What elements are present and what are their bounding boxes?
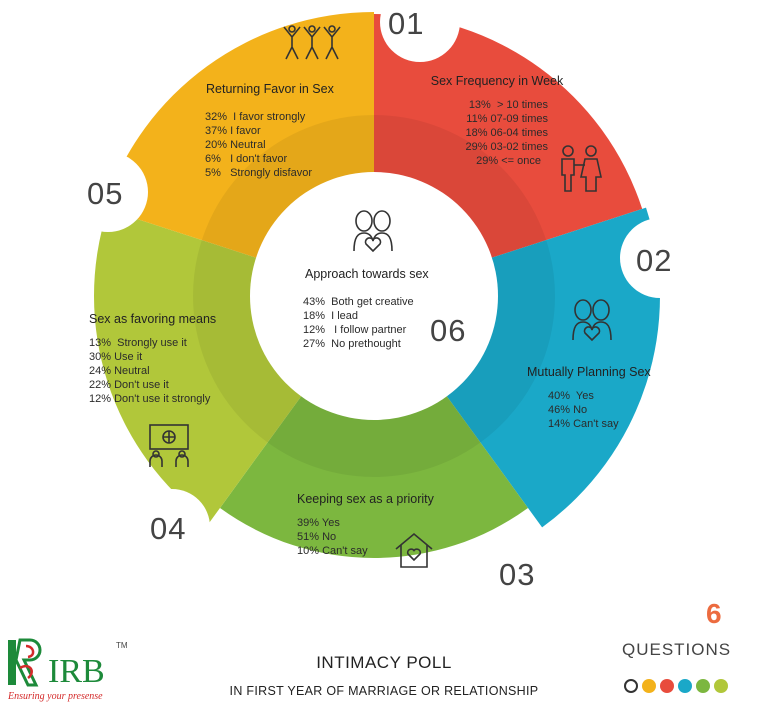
- center-line: 43% Both get creative: [303, 296, 414, 308]
- logo-tagline: Ensuring your presense: [8, 691, 103, 702]
- wheel-segment-01: [374, 14, 643, 259]
- wheel-segments: [68, 0, 700, 610]
- couple-heart-icon: [572, 299, 612, 342]
- segment-01-title: Sex Frequency in Week: [430, 74, 564, 88]
- segment-01-line: 11% 07-09 times: [466, 113, 548, 125]
- segment-number-03: 03: [499, 557, 536, 592]
- number-notch: [480, 534, 556, 610]
- segment-05-line: 6% I don't favor: [205, 153, 288, 165]
- inner-shade-ring: [193, 115, 555, 477]
- segment-01-line: 29% <= once: [476, 155, 541, 167]
- questions-label: QUESTIONS: [622, 640, 732, 659]
- segment-04-line: 24% Neutral: [89, 365, 150, 377]
- segment-05-line: 32% I favor strongly: [205, 111, 306, 123]
- segment-02-line: 40% Yes: [548, 390, 594, 402]
- logo-wordmark: IRB: [48, 653, 105, 690]
- segment-01-text: Sex Frequency in Week 13% > 10 times 11%…: [423, 74, 571, 168]
- segment-04-line: 12% Don't use it strongly: [89, 393, 211, 405]
- wheel-segment-03: [220, 394, 528, 558]
- segment-01-line: 18% 06-04 times: [465, 127, 548, 139]
- number-notch: [620, 218, 700, 298]
- segment-04-text: Sex as favoring means 13% Strongly use i…: [89, 312, 216, 406]
- segment-03-title: Keeping sex as a priority: [297, 492, 434, 506]
- center-circle: [250, 172, 498, 420]
- segment-number-01: 01: [388, 6, 425, 41]
- segment-04-title: Sex as favoring means: [89, 312, 217, 326]
- segment-number-06: 06: [430, 313, 467, 348]
- color-dot: [624, 679, 638, 693]
- segment-04-line: 30% Use it: [89, 351, 143, 363]
- center-line: 12% I follow partner: [303, 324, 407, 336]
- number-notch: [68, 152, 148, 232]
- segment-02-text: Mutually Planning Sex 40% Yes 46% No 14%…: [527, 365, 651, 431]
- question-count: 6: [706, 598, 722, 629]
- segment-02-line: 46% No: [548, 404, 588, 416]
- center-line: 27% No prethought: [303, 338, 401, 350]
- irb-logo: IRB TM Ensuring your presense: [8, 638, 128, 702]
- house-heart-icon: [395, 532, 433, 568]
- segment-05-line: 20% Neutral: [205, 139, 266, 151]
- segment-number-02: 02: [636, 243, 673, 278]
- segment-02-title: Mutually Planning Sex: [527, 365, 651, 379]
- center-title: Approach towards sex: [305, 267, 429, 281]
- segment-number-04: 04: [150, 511, 187, 546]
- segment-05-line: 5% Strongly disfavor: [205, 167, 312, 179]
- segment-03-text: Keeping sex as a priority 39% Yes 51% No…: [297, 492, 434, 558]
- color-dot: [714, 679, 728, 693]
- color-dot: [642, 679, 656, 693]
- segment-03-line: 39% Yes: [297, 517, 340, 529]
- segment-05-title: Returning Favor in Sex: [206, 82, 334, 96]
- color-dots: [624, 679, 728, 693]
- segment-04-line: 22% Don't use it: [89, 379, 169, 391]
- wheel-segment-04: [94, 209, 303, 523]
- wheel-segment-02: [445, 207, 660, 528]
- segment-04-line: 13% Strongly use it: [89, 337, 187, 349]
- segment-01-line: 13% > 10 times: [468, 99, 548, 111]
- center-couple-heart-icon: [353, 210, 393, 253]
- segment-03-line: 51% No: [297, 531, 337, 543]
- center-text: Approach towards sex 43% Both get creati…: [303, 267, 429, 351]
- segment-02-line: 14% Can't say: [548, 418, 619, 430]
- number-notch: [134, 489, 210, 565]
- color-dot: [678, 679, 692, 693]
- dancing-people-icon: [283, 25, 341, 60]
- logo-trademark: TM: [116, 641, 128, 650]
- presentation-icon: [149, 424, 189, 467]
- segment-03-line: 10% Can't say: [297, 545, 368, 557]
- segment-05-text: Returning Favor in Sex 32% I favor stron…: [205, 82, 334, 180]
- number-notch: [380, 0, 460, 62]
- poll-subtitle: IN FIRST YEAR OF MARRIAGE OR RELATIONSHI…: [229, 684, 539, 698]
- segment-01-line: 29% 03-02 times: [465, 141, 548, 153]
- couple-icon: [561, 145, 602, 192]
- color-dot: [696, 679, 710, 693]
- poll-title: INTIMACY POLL: [316, 653, 452, 672]
- wheel-segment-05: [103, 12, 374, 259]
- segment-05-line: 37% I favor: [205, 125, 261, 137]
- segment-number-05: 05: [87, 176, 124, 211]
- color-dot: [660, 679, 674, 693]
- center-line: 18% I lead: [303, 310, 359, 322]
